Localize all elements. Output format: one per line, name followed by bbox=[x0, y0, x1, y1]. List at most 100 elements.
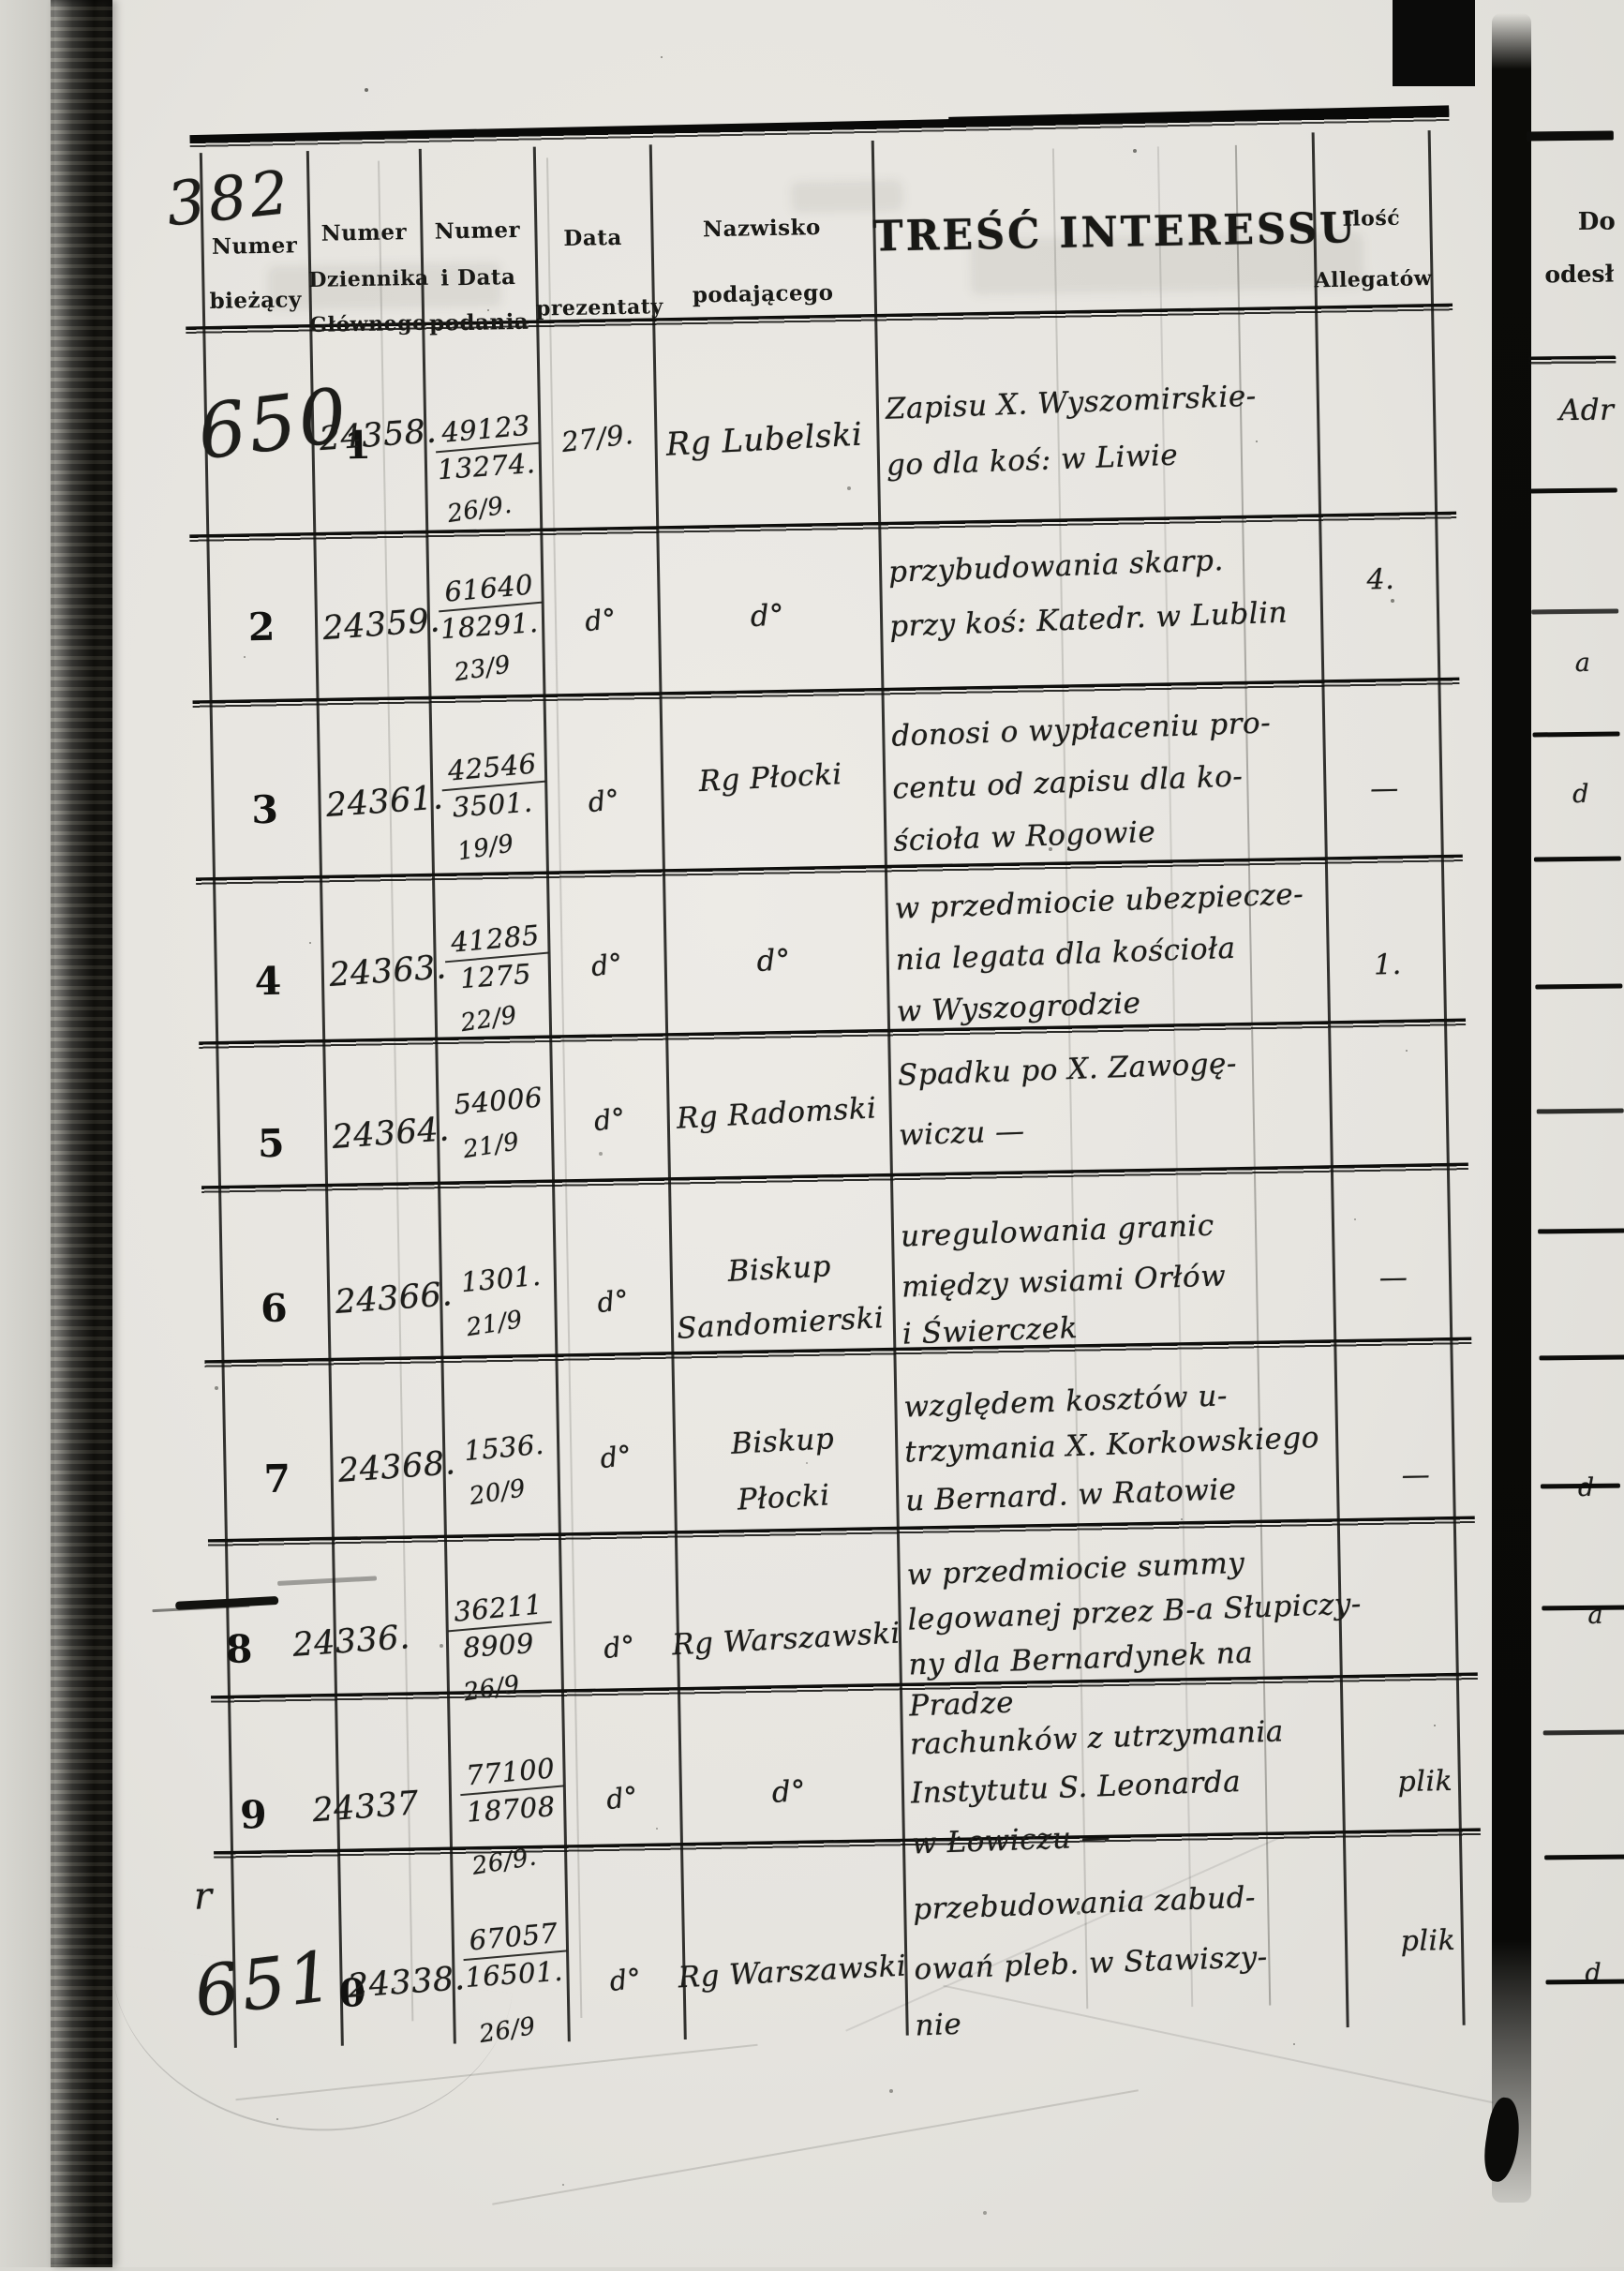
podanie-date: 21/9 bbox=[464, 1306, 525, 1343]
row-separator bbox=[1545, 1979, 1624, 1985]
dziennik-number: 24337 bbox=[311, 1785, 421, 1830]
handwriting-fragment: d bbox=[1572, 779, 1590, 810]
podanie-numerator: 41285 bbox=[441, 918, 549, 964]
ledger-row-7: 7 24368. 1536. 20/9 d° Biskup Płocki wzg… bbox=[161, 1340, 1476, 1544]
handwriting-fragment: a bbox=[1574, 648, 1591, 679]
nazwisko: Rg Radomski bbox=[676, 1091, 878, 1136]
podanie-numerator: 49123 bbox=[432, 408, 540, 454]
tresc-line: przy koś: Katedr. w Lublin bbox=[888, 595, 1289, 644]
table-top-rule bbox=[1526, 130, 1614, 142]
row-separator bbox=[1531, 608, 1619, 615]
tresc-line: Zapisu X. Wyszomirskie- bbox=[885, 379, 1258, 426]
prezentata-ditto: d° bbox=[595, 1283, 632, 1320]
header-nazwisko: Nazwisko podającego bbox=[649, 141, 874, 321]
entry-number-handwritten: 651 bbox=[189, 1935, 340, 2034]
dziennik-number: 24336. bbox=[291, 1619, 411, 1665]
scan-left-margin bbox=[0, 0, 54, 2267]
prezentata-ditto: d° bbox=[591, 1101, 628, 1138]
ledger-row-4: 4 24363. 41285 1275 22/9 d° d° w przedmi… bbox=[152, 859, 1467, 1047]
allegaty: — bbox=[1401, 1458, 1431, 1492]
podanie-number: 67057 16501. 26/9 bbox=[447, 1916, 580, 2049]
podanie-numerator: 1301. bbox=[459, 1259, 543, 1299]
nazwisko-line: Sandomierski bbox=[676, 1301, 886, 1346]
ledger-row-1: 650 1 24358. 49123 13274. 26/9. 27/9. Rg… bbox=[142, 307, 1457, 540]
entry-number-printed: 3 bbox=[250, 786, 279, 833]
tresc-line: przebudowania zabud- bbox=[912, 1880, 1257, 1927]
prezentata-ditto: d° bbox=[604, 1780, 641, 1816]
row-separator bbox=[1542, 1729, 1624, 1736]
header-title: TREŚĆ INTERESSU bbox=[872, 203, 1359, 261]
allegaty: plik bbox=[1397, 1764, 1453, 1800]
nazwisko: Rg Lubelski bbox=[664, 415, 864, 464]
podanie-number: 36211 8909 26/9 bbox=[432, 1587, 565, 1707]
header-numer-podania: Numer i Data podania bbox=[419, 147, 536, 336]
header-tresc-interessu: TREŚĆ INTERESSU bbox=[872, 132, 1359, 318]
row-separator bbox=[1532, 731, 1620, 738]
podanie-numerator: 54006 bbox=[452, 1081, 544, 1121]
header-line: Allegatów bbox=[1314, 266, 1433, 293]
podanie-numerator: 77100 bbox=[456, 1751, 564, 1797]
tresc-line: donosi o wypłaceniu pro- bbox=[890, 706, 1272, 754]
allegaty bbox=[1334, 1079, 1445, 1081]
tresc-line: owań pleb. w Stawiszy- bbox=[913, 1940, 1269, 1987]
handwriting-fragment: Adr bbox=[1558, 393, 1615, 428]
right-header-line: Do bbox=[1577, 207, 1616, 236]
header-line: podającego bbox=[692, 279, 834, 308]
podanie-date: 23/9 bbox=[452, 650, 514, 688]
nazwisko-ditto: d° bbox=[749, 598, 786, 635]
nazwisko: Rg Warszawski bbox=[671, 1616, 901, 1663]
ledger-row-2: 2 24359. 61640 18291. 23/9 d° d° przybud… bbox=[145, 515, 1460, 706]
allegaty: — bbox=[1378, 1261, 1408, 1295]
ledger-row-6: 6 24366. 1301. 21/9 d° Biskup Sandomiers… bbox=[157, 1167, 1472, 1366]
ledger-row-3: 3 24361. 42546 3501. 19/9 d° Rg Płocki d… bbox=[149, 681, 1464, 883]
podanie-number: 42546 3501. 19/9 bbox=[426, 746, 559, 866]
allegaty: 1. bbox=[1373, 948, 1403, 982]
tresc-line: w przedmiocie summy bbox=[906, 1546, 1245, 1592]
podanie-number: 41285 1275 22/9 bbox=[429, 918, 562, 1038]
tresc-line: trzymania X. Korkowskiego bbox=[903, 1420, 1320, 1470]
podanie-number: 1536. 20/9 bbox=[439, 1428, 571, 1511]
header-line: bieżący bbox=[209, 287, 303, 314]
header-line: Data bbox=[563, 224, 622, 252]
tresc-line: w Wyszogrodzie bbox=[896, 986, 1141, 1029]
podanie-numerator: 36211 bbox=[444, 1587, 552, 1633]
header-line: Ilość bbox=[1342, 205, 1401, 232]
entry-number-printed: 7 bbox=[263, 1456, 291, 1502]
prezentata-ditto: d° bbox=[586, 783, 622, 819]
tresc-line: centu od zapisu dla ko- bbox=[891, 759, 1244, 806]
ledger-row-5: 5 24364. 54006 21/9 d° Rg Radomski Spadk… bbox=[155, 1023, 1469, 1191]
tresc-line: ścioła w Rogowie bbox=[892, 814, 1156, 859]
row-separator bbox=[1535, 983, 1623, 990]
prezentata-ditto: d° bbox=[598, 1439, 634, 1475]
entry-number-printed: 4 bbox=[254, 958, 282, 1005]
nazwisko-line: Biskup bbox=[730, 1422, 836, 1461]
entry-number-printed: 9 bbox=[239, 1792, 268, 1838]
tresc-line: Spadku po X. Zawogę- bbox=[897, 1046, 1238, 1093]
tresc-line: w przedmiocie ubezpiecze- bbox=[894, 877, 1304, 926]
row-separator bbox=[1538, 1228, 1624, 1234]
ink-speckles bbox=[0, 0, 2, 2]
row-separator bbox=[1539, 1354, 1624, 1361]
ledger-row-10: 651 0 24338. 67057 16501. 26/9 d° Rg War… bbox=[170, 1831, 1485, 2081]
header-line: Numer bbox=[211, 232, 298, 260]
row-separator bbox=[1540, 1483, 1620, 1489]
tresc-line: go dla koś: w Liwie bbox=[886, 438, 1179, 483]
podanie-numerator: 61640 bbox=[435, 567, 543, 613]
entry-number-printed: 5 bbox=[257, 1120, 285, 1167]
entry-number-printed: 2 bbox=[247, 604, 276, 650]
tresc-line: rachunków z utrzymania bbox=[909, 1714, 1285, 1762]
header-line: i Data bbox=[440, 263, 516, 291]
tresc-line: legowanej przez B-a Słupiczy- bbox=[906, 1587, 1363, 1637]
row-separator bbox=[1528, 355, 1617, 366]
tresc-line: między wsiami Orłów bbox=[901, 1259, 1227, 1305]
nazwisko-line: Biskup bbox=[726, 1249, 832, 1289]
nazwisko-ditto: d° bbox=[755, 943, 792, 979]
page-gutter-shadow bbox=[1492, 13, 1531, 2203]
allegaty bbox=[1344, 1576, 1454, 1578]
tresc-line: wiczu — bbox=[898, 1113, 1026, 1153]
nazwisko: Rg Warszawski bbox=[677, 1949, 908, 1995]
podanie-number: 61640 18291. 23/9 bbox=[423, 567, 556, 687]
tresc-line: nia legata dla kościoła bbox=[895, 931, 1237, 978]
entry-number-printed: 6 bbox=[260, 1285, 289, 1332]
